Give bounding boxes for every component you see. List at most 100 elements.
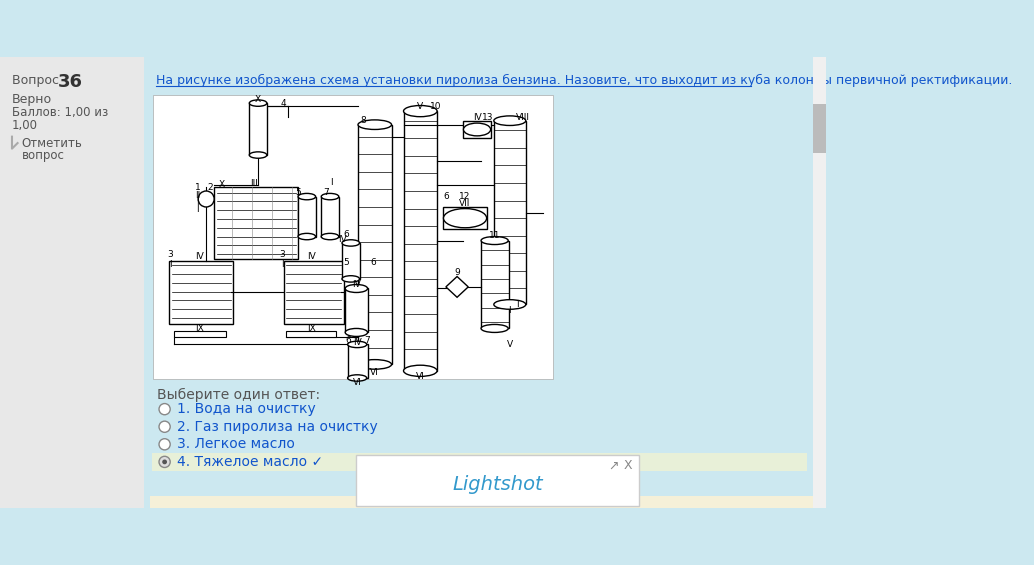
Ellipse shape <box>463 123 490 136</box>
Circle shape <box>199 191 214 207</box>
Text: 11: 11 <box>489 231 500 240</box>
Text: 9: 9 <box>454 268 460 277</box>
Bar <box>345 289 367 332</box>
Ellipse shape <box>358 120 392 129</box>
Text: Lightshot: Lightshot <box>453 475 543 494</box>
Ellipse shape <box>345 285 367 293</box>
Text: 7: 7 <box>365 336 370 345</box>
Text: вопрос: вопрос <box>22 149 64 162</box>
Text: VII: VII <box>459 199 470 208</box>
Ellipse shape <box>342 240 360 246</box>
Text: V: V <box>418 102 423 111</box>
Text: Вопрос: Вопрос <box>12 75 63 88</box>
Text: V: V <box>507 340 513 349</box>
Text: 5: 5 <box>343 258 348 267</box>
Text: VIII: VIII <box>516 113 530 122</box>
Bar <box>170 260 234 324</box>
Text: X: X <box>624 459 633 472</box>
Ellipse shape <box>342 276 360 282</box>
Bar <box>322 197 339 237</box>
FancyBboxPatch shape <box>0 56 144 508</box>
Text: Выберите один ответ:: Выберите один ответ: <box>156 388 320 402</box>
Text: X: X <box>219 180 225 189</box>
Text: VI: VI <box>370 368 379 377</box>
Text: 1. Вода на очистку: 1. Вода на очистку <box>178 402 316 416</box>
Text: 1,00: 1,00 <box>12 119 38 132</box>
Circle shape <box>159 403 171 415</box>
Bar <box>174 331 226 337</box>
Text: 6: 6 <box>443 192 449 201</box>
Ellipse shape <box>249 100 267 106</box>
Text: 2: 2 <box>208 182 213 192</box>
Text: IV: IV <box>307 252 316 261</box>
Ellipse shape <box>444 208 487 228</box>
Text: 3: 3 <box>279 250 285 259</box>
Ellipse shape <box>403 106 437 117</box>
Bar <box>298 197 315 237</box>
Text: I: I <box>330 178 333 186</box>
Text: VI: VI <box>416 372 425 381</box>
Text: 7: 7 <box>324 188 329 197</box>
Ellipse shape <box>403 365 437 376</box>
Text: 6: 6 <box>343 229 348 238</box>
Bar <box>481 241 509 328</box>
Bar <box>403 111 437 371</box>
Ellipse shape <box>322 193 339 200</box>
Text: 4. Тяжелое масло ✓: 4. Тяжелое масло ✓ <box>178 455 324 469</box>
Bar <box>342 243 360 279</box>
Text: 3: 3 <box>168 250 173 259</box>
Text: 3. Легкое масло: 3. Легкое масло <box>178 437 296 451</box>
Bar <box>444 207 487 229</box>
Text: I: I <box>281 260 283 269</box>
Text: IV: IV <box>338 235 346 244</box>
Ellipse shape <box>481 237 508 245</box>
Bar <box>358 125 392 364</box>
Text: 6: 6 <box>345 336 352 345</box>
Circle shape <box>159 421 171 432</box>
Text: 2. Газ пиролиза на очистку: 2. Газ пиролиза на очистку <box>178 420 378 434</box>
Ellipse shape <box>249 152 267 158</box>
Text: I: I <box>196 198 199 207</box>
Text: 6: 6 <box>370 258 376 267</box>
Bar <box>249 103 267 155</box>
Text: IV: IV <box>353 337 362 346</box>
Ellipse shape <box>298 193 315 200</box>
Text: IV: IV <box>473 113 482 122</box>
Text: I: I <box>196 205 199 214</box>
Ellipse shape <box>494 299 526 309</box>
FancyBboxPatch shape <box>150 496 814 508</box>
Text: IV: IV <box>195 252 204 261</box>
Text: ↗: ↗ <box>608 459 619 472</box>
Text: IV: IV <box>352 280 361 289</box>
Text: 10: 10 <box>430 102 442 111</box>
Text: X: X <box>255 95 262 105</box>
Ellipse shape <box>298 233 315 240</box>
FancyBboxPatch shape <box>153 95 553 379</box>
Circle shape <box>162 459 168 464</box>
Bar <box>494 121 526 305</box>
Ellipse shape <box>347 341 367 347</box>
Text: IX: IX <box>195 324 204 333</box>
Text: Отметить: Отметить <box>22 137 83 150</box>
Bar <box>463 121 491 138</box>
Text: I: I <box>509 306 511 315</box>
Text: 36: 36 <box>58 73 83 91</box>
FancyBboxPatch shape <box>357 455 639 506</box>
Text: I: I <box>516 300 518 309</box>
FancyBboxPatch shape <box>814 104 826 154</box>
Bar <box>286 331 336 337</box>
Text: III: III <box>250 179 258 188</box>
Text: Верно: Верно <box>12 93 52 106</box>
FancyBboxPatch shape <box>152 453 808 471</box>
Text: VI: VI <box>353 379 362 387</box>
Ellipse shape <box>358 359 392 369</box>
Text: 13: 13 <box>482 113 493 122</box>
Polygon shape <box>446 276 468 297</box>
Ellipse shape <box>494 116 526 125</box>
Circle shape <box>159 457 171 467</box>
Bar <box>347 345 367 378</box>
Text: 1: 1 <box>195 182 201 192</box>
Text: IX: IX <box>307 324 316 333</box>
Text: Баллов: 1,00 из: Баллов: 1,00 из <box>12 106 109 119</box>
Ellipse shape <box>347 375 367 381</box>
